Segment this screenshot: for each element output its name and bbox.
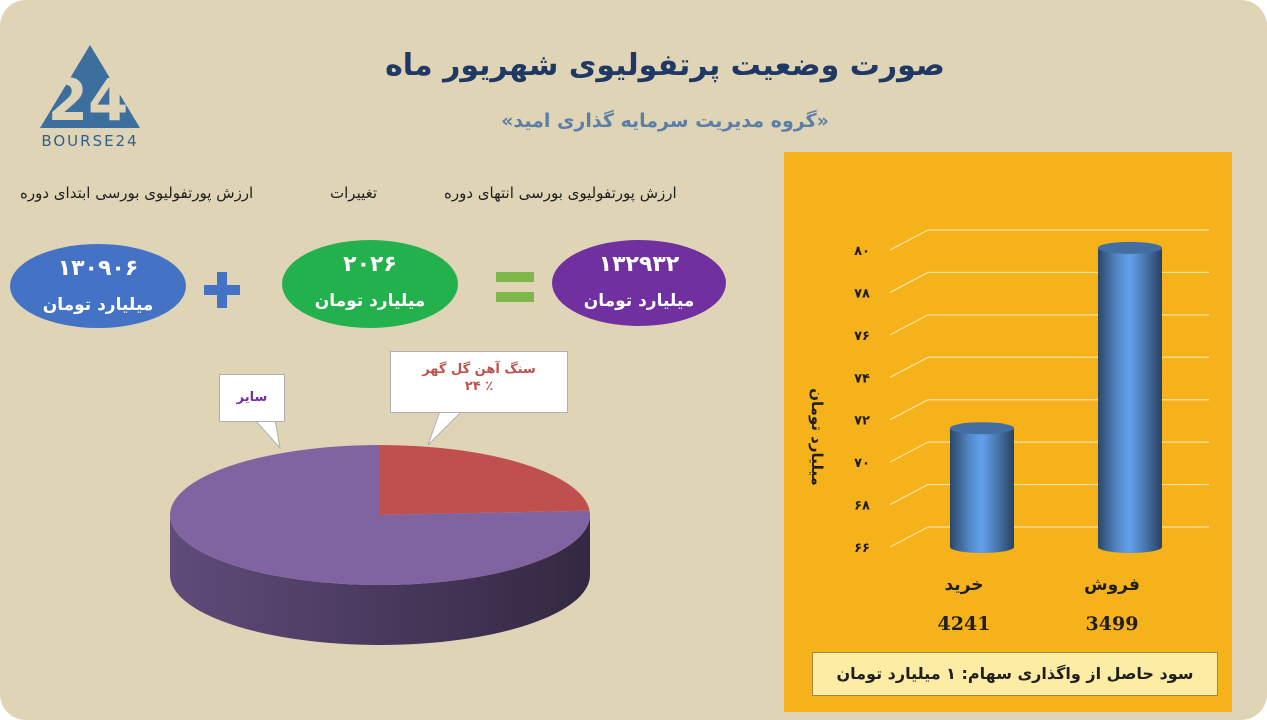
bar-1 — [1098, 241, 1162, 553]
page-title: صورت وضعیت پرتفولیوی شهریور ماه — [385, 48, 945, 83]
gridline-depth — [889, 356, 929, 378]
golgohar-slice-label: سنگ آهن گل گهر — [422, 362, 536, 377]
x-category-label: فروش — [1084, 575, 1140, 595]
other-slice-label: سایر — [236, 390, 268, 405]
start-value-ellipse: ۱۳۰۹۰۶ میلیارد تومان — [10, 244, 186, 328]
pie-side-wall — [170, 515, 590, 645]
trades-bar-chart: ۶۶ ۶۸ ۷۰ ۷۲ ۷۴ ۷۶ ۷۸ ۸۰ میلیارد تومان خرید 4241 فرو… — [808, 229, 1209, 635]
golgohar-callout-pointer — [427, 410, 464, 446]
bourse24-logo: 24 — [40, 45, 140, 134]
pie-slice-0 — [380, 445, 590, 515]
gridline-depth — [889, 229, 929, 251]
other-callout-pointer — [253, 419, 281, 450]
start-value-label: ارزش پورتفولیوی بورسی ابتدای دوره — [20, 184, 254, 202]
change-value-ellipse: ۲۰۲۶ میلیارد تومان — [282, 240, 458, 328]
other-callout: سایر — [219, 374, 285, 422]
equals-icon — [496, 272, 534, 302]
bar-body — [1098, 247, 1162, 553]
end-value: ۱۳۲۹۳۲ — [598, 252, 680, 277]
y-axis-label: میلیارد تومان — [808, 388, 826, 486]
bar-0 — [950, 422, 1014, 553]
y-tick-label: ۷۰ — [854, 456, 870, 471]
start-value: ۱۳۰۹۰۶ — [57, 256, 139, 281]
logo-mark: 24 — [48, 66, 129, 134]
gridline-depth — [889, 399, 929, 421]
y-tick-label: ۶۶ — [854, 541, 870, 556]
pie-slice-1 — [169, 445, 590, 585]
bar-gridlines — [889, 229, 1209, 548]
y-tick-label: ۷۲ — [854, 414, 870, 429]
end-value-label: ارزش پورتفولیوی بورسی انتهای دوره — [444, 184, 677, 202]
end-value-ellipse: ۱۳۲۹۳۲ میلیارد تومان — [552, 240, 726, 326]
gridline-depth — [889, 441, 929, 463]
y-tick-label: ۸۰ — [854, 244, 870, 259]
bar-top — [1098, 241, 1162, 254]
bar-chart-panel: ۶۶ ۶۸ ۷۰ ۷۲ ۷۴ ۷۶ ۷۸ ۸۰ میلیارد تومان خرید 4241 فرو… — [784, 152, 1232, 712]
gridline-depth — [889, 484, 929, 506]
bar-top — [950, 422, 1014, 435]
gridline-depth — [889, 314, 929, 336]
end-value-unit: میلیارد تومان — [583, 291, 695, 311]
category-value-label: 3499 — [1086, 613, 1139, 635]
x-category-label: خرید — [944, 575, 983, 595]
golgohar-slice-pct: ٪ ۲۴ — [464, 379, 494, 394]
category-value-label: 4241 — [938, 613, 991, 635]
y-tick-label: ۶۸ — [854, 499, 870, 514]
y-tick-label: ۷۶ — [854, 329, 870, 344]
y-tick-label: ۷۸ — [854, 286, 870, 301]
page-subtitle: «گروه مدیریت سرمایه گذاری امید» — [501, 110, 829, 132]
gridline-depth — [889, 526, 929, 548]
plus-icon — [204, 272, 240, 308]
golgohar-callout: سنگ آهن گل گهر ٪ ۲۴ — [390, 351, 568, 413]
profit-note: سود حاصل از واگذاری سهام: ۱ میلیارد توما… — [812, 652, 1218, 696]
bar-body — [950, 428, 1014, 553]
portfolio-pie-chart — [169, 445, 590, 645]
logo-text: BOURSE24 — [41, 132, 139, 150]
y-tick-label: ۷۴ — [854, 371, 870, 386]
change-value-unit: میلیارد تومان — [314, 291, 426, 311]
callout-pointers — [253, 410, 464, 450]
change-value: ۲۰۲۶ — [343, 252, 397, 277]
start-value-unit: میلیارد تومان — [42, 295, 154, 315]
change-label: تغییرات — [330, 184, 378, 202]
gridline-depth — [889, 271, 929, 293]
